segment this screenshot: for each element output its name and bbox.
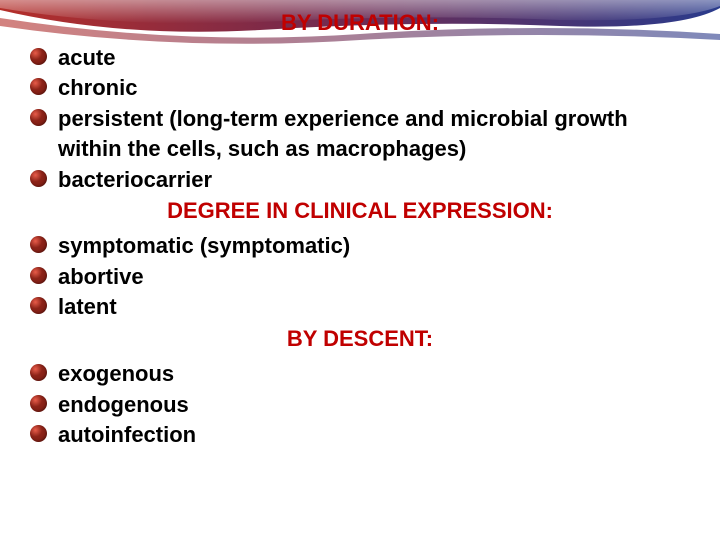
bullet-icon	[30, 48, 47, 65]
list-item: acute	[30, 43, 690, 73]
item-text: latent	[58, 294, 117, 319]
heading-descent: BY DESCENT:	[30, 324, 690, 355]
bullet-icon	[30, 425, 47, 442]
slide: BY DURATION: acute chronic persistent (l…	[0, 0, 720, 540]
list-item: exogenous	[30, 359, 690, 389]
item-text: symptomatic (symptomatic)	[58, 233, 350, 258]
heading-duration: BY DURATION:	[30, 8, 690, 39]
list-item: chronic	[30, 73, 690, 103]
bullet-icon	[30, 364, 47, 381]
slide-content: BY DURATION: acute chronic persistent (l…	[30, 6, 690, 451]
bullet-icon	[30, 267, 47, 284]
item-text: persistent (long-term experience and mic…	[58, 106, 628, 161]
bullet-icon	[30, 395, 47, 412]
list-item: bacteriocarrier	[30, 165, 690, 195]
bullet-icon	[30, 109, 47, 126]
list-item: abortive	[30, 262, 690, 292]
list-clinical: symptomatic (symptomatic) abortive laten…	[30, 231, 690, 322]
list-item: autoinfection	[30, 420, 690, 450]
list-item: symptomatic (symptomatic)	[30, 231, 690, 261]
item-text: bacteriocarrier	[58, 167, 212, 192]
list-descent: exogenous endogenous autoinfection	[30, 359, 690, 450]
item-text: endogenous	[58, 392, 189, 417]
bullet-icon	[30, 78, 47, 95]
item-text: autoinfection	[58, 422, 196, 447]
item-text: abortive	[58, 264, 144, 289]
bullet-icon	[30, 236, 47, 253]
item-text: chronic	[58, 75, 137, 100]
item-text: acute	[58, 45, 115, 70]
bullet-icon	[30, 170, 47, 187]
bullet-icon	[30, 297, 47, 314]
list-item: persistent (long-term experience and mic…	[30, 104, 690, 163]
heading-clinical: DEGREE IN CLINICAL EXPRESSION:	[30, 196, 690, 227]
item-text: exogenous	[58, 361, 174, 386]
list-item: endogenous	[30, 390, 690, 420]
list-item: latent	[30, 292, 690, 322]
list-duration: acute chronic persistent (long-term expe…	[30, 43, 690, 194]
